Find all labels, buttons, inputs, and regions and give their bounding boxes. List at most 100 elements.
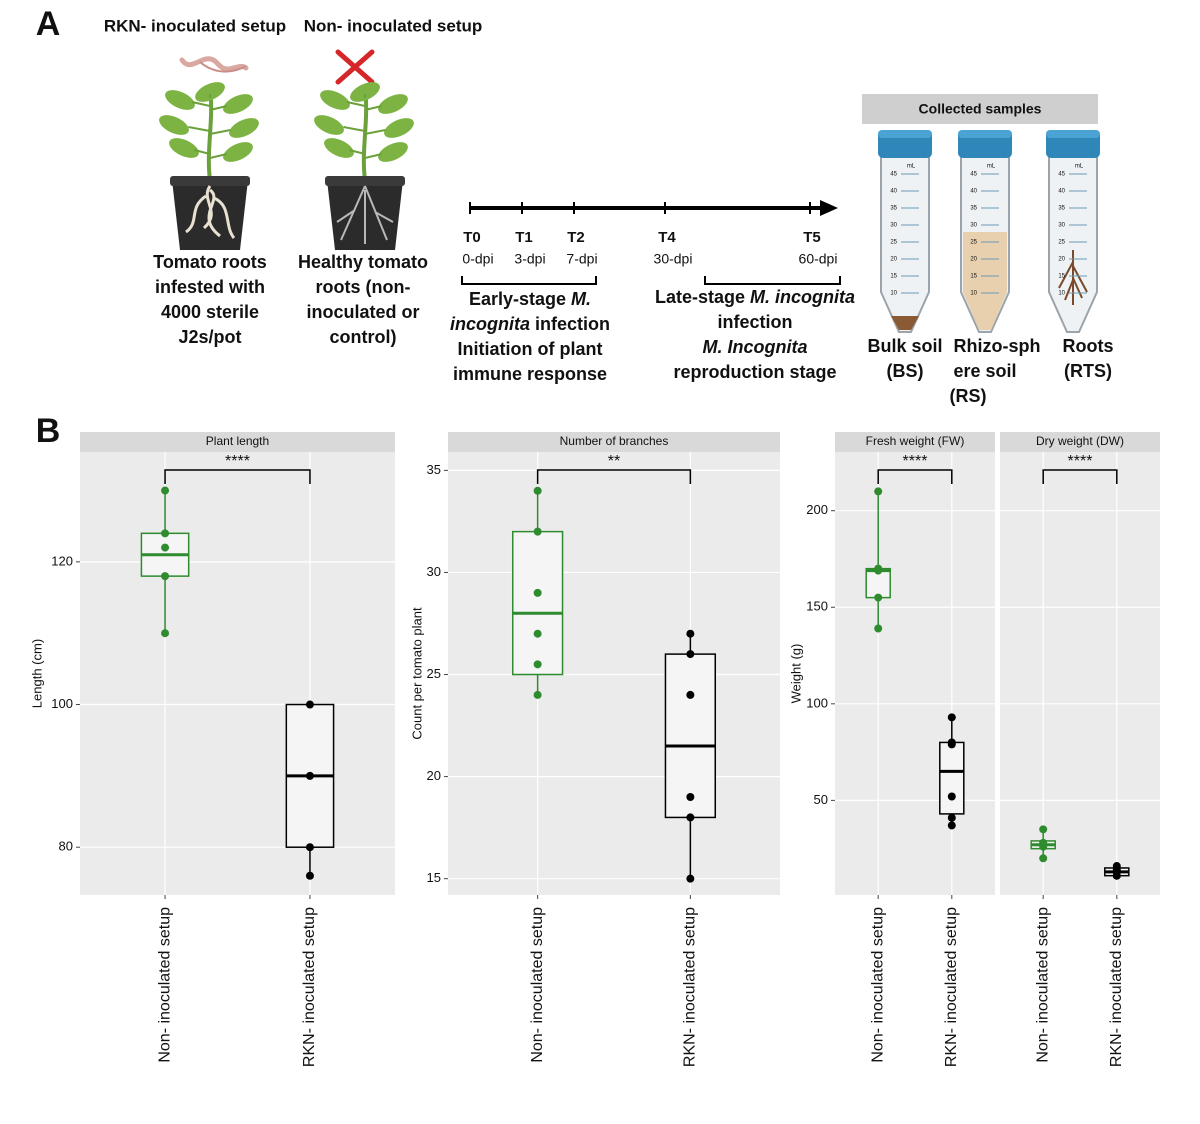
significance-bracket [536, 469, 692, 484]
x-tick-label: Non- inoculated setup [1034, 907, 1051, 1063]
tube-content [963, 232, 1007, 330]
timepoint-day: 30-dpi [654, 251, 693, 267]
timepoint-day: 60-dpi [799, 251, 838, 267]
tube-unit: mL [987, 164, 996, 170]
plant-leaf [320, 90, 350, 110]
tube-label: (RTS) [1064, 361, 1112, 381]
plant-petiole [209, 129, 231, 135]
tube-scale-label: 30 [970, 223, 977, 229]
plant-petiole [191, 101, 211, 107]
x-tick-label: Non- inoculated setup [529, 907, 546, 1063]
panel-label: A [36, 5, 61, 43]
y-tick-label: 35 [427, 462, 441, 477]
y-tick-label: 100 [51, 696, 73, 711]
plant-leaf [169, 138, 199, 158]
data-point [874, 593, 883, 602]
facet-title: Fresh weight (FW) [866, 434, 965, 448]
tube-content [891, 316, 919, 330]
plant-leaf [314, 115, 344, 135]
stage-description: Early-stage M. [469, 289, 591, 309]
tube-label: Bulk soil [867, 336, 942, 356]
setup-caption: roots (non- [316, 277, 411, 297]
stage-text: M. [571, 289, 591, 309]
tube-scale-label: 30 [1058, 223, 1065, 229]
y-axis-title: Length (cm) [29, 639, 44, 708]
data-point [947, 740, 956, 749]
data-point [1039, 825, 1048, 834]
tube-scale-label: 15 [1058, 274, 1065, 280]
timepoint-day: 3-dpi [514, 251, 545, 267]
setup-caption: Tomato roots [153, 252, 267, 272]
stage-text: infection [718, 312, 793, 332]
data-point [686, 793, 695, 802]
tube-label: (BS) [887, 361, 924, 381]
plant-petiole [343, 126, 366, 132]
data-point [686, 690, 695, 699]
data-point [686, 650, 695, 659]
plant-petiole [364, 153, 383, 159]
tube-body [1048, 155, 1098, 333]
tube-content [1058, 250, 1088, 305]
tube-cap-top [958, 130, 1012, 138]
setup-caption: Healthy tomato [298, 252, 428, 272]
data-point [533, 660, 542, 669]
y-axis-title: Count per tomato plant [409, 607, 424, 740]
y-tick-label: 80 [59, 839, 73, 854]
facet-strip [80, 432, 395, 452]
plant-petiole [188, 126, 211, 132]
stage-description: Late-stage M. incognita [655, 287, 855, 307]
facet-title: Plant length [206, 434, 269, 448]
tube-unit: mL [907, 164, 916, 170]
setup-caption: 4000 sterile [161, 302, 259, 322]
plant-leaf [378, 94, 408, 114]
y-tick-label: 20 [427, 768, 441, 783]
tube-unit: mL [1075, 164, 1084, 170]
plant-leaf [324, 138, 354, 158]
setup-title: Non- inoculated setup [304, 16, 483, 35]
panel-background [1000, 452, 1160, 895]
tube-scale-label: 20 [890, 257, 897, 263]
timepoint-label: T0 [463, 229, 481, 246]
plant-pot-rim [325, 176, 405, 186]
samples-banner [862, 94, 1098, 124]
significance-label: **** [1068, 453, 1093, 470]
data-point [161, 529, 170, 538]
y-tick-label: 120 [51, 553, 73, 568]
stage-text: M. incognita [750, 287, 855, 307]
tube-scale-label: 25 [1058, 240, 1065, 246]
y-axis-title: Weight (g) [788, 644, 803, 704]
tube-label: Rhizo-sph [954, 336, 1041, 356]
significance-bracket [1042, 469, 1118, 484]
data-point [533, 527, 542, 536]
tube-label: (RS) [950, 386, 987, 406]
significance-bracket [877, 469, 953, 484]
x-tick-label: RKN- inoculated setup [301, 907, 318, 1067]
plant-leaf [223, 94, 253, 114]
plant-leaf [229, 118, 259, 138]
tube-cap-top [878, 130, 932, 138]
nematode-icon [179, 56, 249, 72]
data-point [533, 690, 542, 699]
data-point [305, 771, 314, 780]
x-tick-label: RKN- inoculated setup [1108, 907, 1125, 1067]
tube-label: Roots [1063, 336, 1114, 356]
x-tick-label: Non- inoculated setup [869, 907, 886, 1063]
tube-scale-label: 35 [1058, 206, 1065, 212]
tube-scale-label: 10 [1058, 291, 1065, 297]
significance-label: **** [903, 453, 928, 470]
plant-leaf [378, 142, 408, 162]
plant-petiole [364, 105, 383, 111]
timeline-arrowhead [820, 200, 838, 216]
tube-scale-label: 40 [890, 189, 897, 195]
panel-background [80, 452, 395, 895]
box [939, 741, 965, 815]
panel-background [448, 452, 780, 895]
facet-title: Number of branches [560, 434, 669, 448]
plant-roots [185, 185, 236, 239]
stage-text: Initiation of plant [458, 339, 603, 359]
stage-description: reproduction stage [673, 362, 836, 382]
tube-scale-label: 35 [970, 206, 977, 212]
tube-scale-label: 45 [890, 172, 897, 178]
